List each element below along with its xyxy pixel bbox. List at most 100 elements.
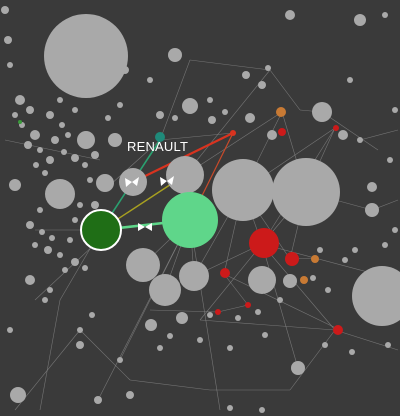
node[interactable] [258,81,266,89]
node[interactable] [26,221,34,229]
node[interactable] [382,242,388,248]
node[interactable] [82,162,88,168]
node[interactable] [235,315,241,321]
node[interactable] [382,12,388,18]
node[interactable] [24,141,32,149]
node[interactable] [283,274,297,288]
node[interactable] [387,157,393,163]
node-green-small[interactable] [18,120,22,124]
node[interactable] [126,391,134,399]
node[interactable] [212,159,274,221]
node[interactable] [37,207,43,213]
node[interactable] [277,297,283,303]
node[interactable] [57,252,63,258]
node[interactable] [291,361,305,375]
node[interactable] [325,287,331,293]
node[interactable] [265,65,271,71]
node[interactable] [82,265,88,271]
node[interactable] [166,156,204,194]
node[interactable] [342,257,348,263]
node[interactable] [12,112,18,118]
node-red[interactable] [215,309,221,315]
node[interactable] [9,179,21,191]
node[interactable] [312,102,332,122]
node[interactable] [32,242,38,248]
node[interactable] [91,151,99,159]
node[interactable] [207,97,213,103]
node-orange[interactable] [300,276,308,284]
node[interactable] [208,116,216,124]
node[interactable] [39,229,45,235]
node[interactable] [15,95,25,105]
node[interactable] [157,345,163,351]
node[interactable] [367,182,377,192]
node[interactable] [44,14,128,98]
node[interactable] [10,387,26,403]
node[interactable] [117,102,123,108]
node[interactable] [72,217,78,223]
node[interactable] [4,36,12,44]
node[interactable] [46,156,54,164]
node-red[interactable] [220,268,230,278]
node[interactable] [51,136,59,144]
node[interactable] [222,109,228,115]
node[interactable] [182,98,198,114]
node[interactable] [176,312,188,324]
node[interactable] [149,274,181,306]
node[interactable] [77,202,83,208]
node[interactable] [59,122,65,128]
node[interactable] [71,258,79,266]
node-red[interactable] [249,228,279,258]
node[interactable] [172,115,178,121]
node-red[interactable] [278,128,286,136]
node[interactable] [352,266,400,326]
node[interactable] [145,319,157,331]
node[interactable] [179,261,209,291]
node[interactable] [42,297,48,303]
node-red[interactable] [245,302,251,308]
node[interactable] [197,337,203,343]
node[interactable] [105,115,111,121]
node[interactable] [44,246,52,254]
node[interactable] [91,201,99,209]
node[interactable] [156,111,164,119]
node[interactable] [245,113,255,123]
node[interactable] [72,107,78,113]
node[interactable] [285,10,295,20]
node[interactable] [262,332,268,338]
node-red[interactable] [333,125,339,131]
node[interactable] [272,158,340,226]
node[interactable] [310,275,316,281]
node[interactable] [357,137,363,143]
node[interactable] [108,133,122,147]
node[interactable] [338,130,348,140]
node[interactable] [349,349,355,355]
node[interactable] [255,309,261,315]
node[interactable] [1,6,9,14]
node-orange[interactable] [311,255,319,263]
node[interactable] [365,203,379,217]
node[interactable] [392,107,398,113]
node[interactable] [7,327,13,333]
node-teal[interactable] [155,132,165,142]
node[interactable] [33,162,39,168]
node[interactable] [94,396,102,404]
node[interactable] [352,247,358,253]
node[interactable] [37,147,43,153]
node-selected[interactable] [80,209,122,251]
node[interactable] [42,170,48,176]
node[interactable] [25,275,35,285]
node[interactable] [77,131,95,149]
node[interactable] [96,174,114,192]
node[interactable] [347,77,353,83]
node[interactable] [259,407,265,413]
node[interactable] [121,66,129,74]
node[interactable] [7,62,13,68]
node[interactable] [167,333,173,339]
node[interactable] [392,227,398,233]
node[interactable] [49,235,55,241]
node-orange[interactable] [276,107,286,117]
node[interactable] [126,248,160,282]
node[interactable] [227,405,233,411]
node[interactable] [207,312,213,318]
